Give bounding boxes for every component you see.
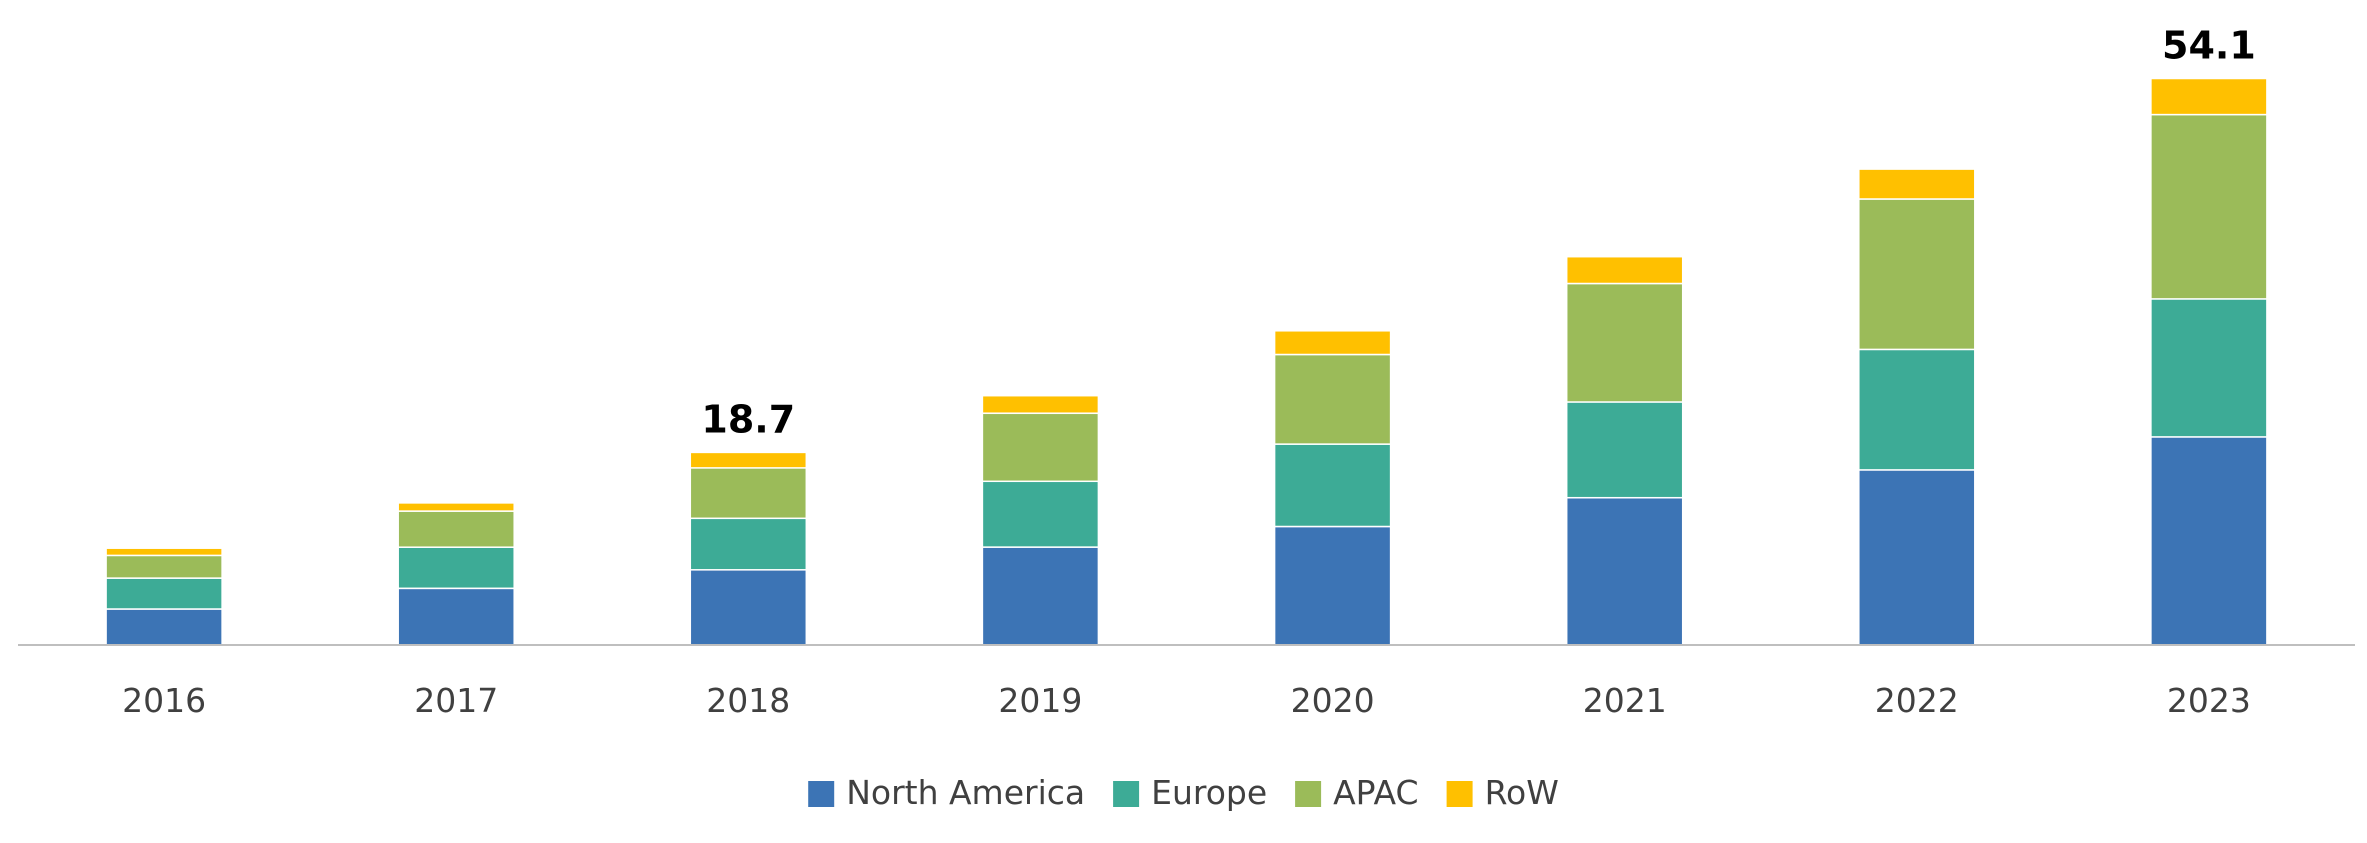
legend-label-row: RoW: [1485, 773, 1559, 812]
data-labels: 18.7 54.1: [701, 24, 2255, 442]
x-tick-label-2019: 2019: [998, 681, 1082, 720]
bar-row-2017: [397, 502, 515, 512]
x-tick-label-2018: 2018: [706, 681, 790, 720]
bar-europe-2021: [1565, 401, 1684, 499]
bar-north-america-2022: [1858, 469, 1976, 646]
bar-apac-2023: [2150, 113, 2268, 300]
x-tick-label-2017: 2017: [414, 681, 498, 720]
bar-north-america-2023: [2150, 436, 2268, 646]
bar-row-2019: [981, 394, 1100, 414]
bar-apac-2022: [1858, 198, 1976, 351]
bar-apac-2018: [689, 467, 808, 520]
bar-north-america-2016: [105, 608, 223, 646]
legend: North America Europe APAC RoW: [808, 773, 1559, 812]
bar-row-2022: [1858, 168, 1976, 200]
bar-europe-2023: [2150, 298, 2268, 438]
bar-row-2021: [1565, 255, 1684, 285]
bar-north-america-2019: [981, 546, 1100, 646]
bar-europe-2018: [689, 517, 808, 571]
legend-swatch-north-america: [808, 781, 835, 807]
x-tick-label-2022: 2022: [1875, 681, 1959, 720]
legend-item-europe: Europe: [1113, 773, 1267, 812]
bar-north-america-2021: [1565, 496, 1684, 646]
bar-europe-2017: [397, 546, 515, 590]
x-tick-labels: 2016 2017 2018 2019 2020 2021 2022 2023: [122, 681, 2251, 720]
bar-row-2016: [105, 547, 223, 557]
bar-europe-2022: [1858, 348, 1976, 471]
legend-swatch-europe: [1113, 781, 1140, 807]
bar-row-2023: [2150, 77, 2268, 116]
bar-north-america-2017: [397, 587, 515, 646]
bar-north-america-2018: [689, 569, 808, 646]
bar-europe-2019: [981, 480, 1100, 548]
bar-apac-2020: [1273, 353, 1392, 445]
bar-apac-2017: [397, 510, 515, 548]
data-label-2023: 54.1: [2162, 24, 2256, 68]
legend-item-row: RoW: [1446, 773, 1559, 812]
bar-europe-2016: [105, 577, 223, 610]
x-tick-label-2020: 2020: [1291, 681, 1375, 720]
legend-label-europe: Europe: [1151, 773, 1267, 812]
legend-label-north-america: North America: [846, 773, 1085, 812]
bar-north-america-2020: [1273, 525, 1392, 646]
bar-europe-2020: [1273, 443, 1392, 528]
legend-label-apac: APAC: [1333, 773, 1418, 812]
bar-apac-2019: [981, 412, 1100, 483]
legend-item-apac: APAC: [1295, 773, 1419, 812]
data-label-2018: 18.7: [701, 397, 795, 441]
x-tick-label-2021: 2021: [1583, 681, 1667, 720]
bar-apac-2021: [1565, 282, 1684, 403]
legend-swatch-apac: [1295, 781, 1322, 807]
bar-row-2018: [689, 451, 808, 469]
x-tick-label-2016: 2016: [122, 681, 206, 720]
legend-item-north-america: North America: [808, 773, 1085, 812]
bar-apac-2016: [105, 554, 223, 579]
bars-layer: [105, 77, 2268, 646]
x-tick-label-2023: 2023: [2167, 681, 2251, 720]
bar-row-2020: [1273, 330, 1392, 356]
legend-swatch-row: [1446, 781, 1473, 807]
